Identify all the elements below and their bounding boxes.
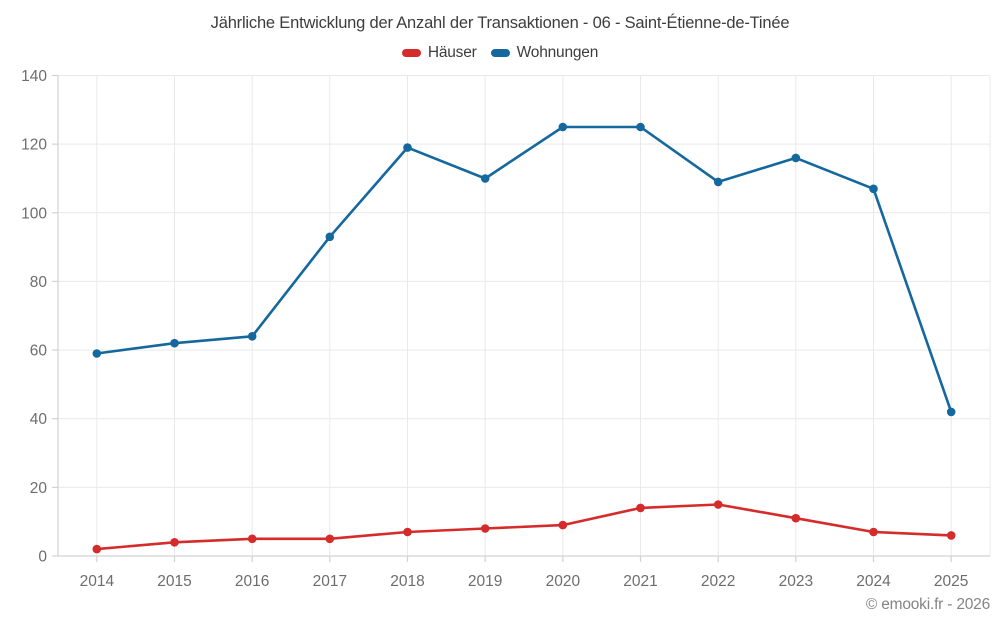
x-tick-label: 2024 [856,573,891,590]
data-point-häuser-2022[interactable] [713,500,723,509]
data-point-häuser-2018[interactable] [403,527,412,537]
data-point-häuser-2016[interactable] [247,534,257,544]
y-tick-label: 40 [30,411,48,428]
x-tick-label: 2016 [235,573,269,590]
data-point-wohnungen-2017[interactable] [325,232,335,242]
y-tick-label: 80 [30,274,48,291]
legend-swatch-haeuser-icon [401,49,421,57]
x-tick-label: 2020 [546,573,581,590]
y-tick-label: 60 [30,343,48,360]
data-point-wohnungen-2022[interactable] [713,177,723,187]
data-point-häuser-2015[interactable] [170,538,179,547]
data-point-häuser-2021[interactable] [636,503,645,513]
data-point-wohnungen-2018[interactable] [403,143,412,152]
x-tick-label: 2014 [80,573,115,590]
data-point-häuser-2017[interactable] [325,534,335,544]
y-tick-label: 0 [38,549,47,566]
footer-credit: © emooki.fr - 2026 [865,596,990,613]
data-point-wohnungen-2016[interactable] [247,332,257,341]
data-point-häuser-2014[interactable] [92,544,102,554]
data-point-häuser-2024[interactable] [869,527,878,537]
legend-item-wohnungen[interactable]: Wohnungen [490,44,599,62]
chart-title: Jährliche Entwicklung der Anzahl der Tra… [210,14,790,32]
legend-label-wohnungen: Wohnungen [516,44,599,61]
data-point-häuser-2025[interactable] [946,531,956,540]
data-point-wohnungen-2024[interactable] [869,184,878,194]
series-line-wohnungen [95,125,953,414]
y-tick-label: 20 [30,480,48,497]
data-point-wohnungen-2015[interactable] [170,338,179,348]
x-tick-label: 2021 [623,573,657,590]
data-point-häuser-2020[interactable] [558,520,568,530]
legend-label-haeuser: Häuser [427,44,477,61]
data-point-wohnungen-2021[interactable] [636,122,645,132]
x-tick-label: 2019 [468,573,502,590]
data-point-wohnungen-2019[interactable] [480,174,490,183]
x-tick-label: 2015 [157,573,191,590]
data-point-wohnungen-2020[interactable] [558,122,568,132]
x-tick-label: 2018 [390,573,424,590]
y-tick-label: 100 [21,205,47,222]
y-tick-label: 140 [21,68,47,85]
data-point-wohnungen-2014[interactable] [92,349,102,358]
x-tick-label: 2023 [779,573,813,590]
data-point-häuser-2019[interactable] [480,524,490,533]
legend: Häuser Wohnungen [0,44,1000,62]
x-tick-label: 2025 [934,573,968,590]
data-point-häuser-2023[interactable] [791,513,801,523]
x-tick-label: 2022 [701,573,735,590]
series-line-häuser [95,503,953,551]
data-point-wohnungen-2023[interactable] [791,153,801,163]
y-tick-label: 120 [21,137,47,154]
legend-item-haeuser[interactable]: Häuser [401,44,477,62]
legend-swatch-wohnungen-icon [490,49,510,57]
x-tick-label: 2017 [313,573,347,590]
data-point-wohnungen-2025[interactable] [946,407,956,417]
